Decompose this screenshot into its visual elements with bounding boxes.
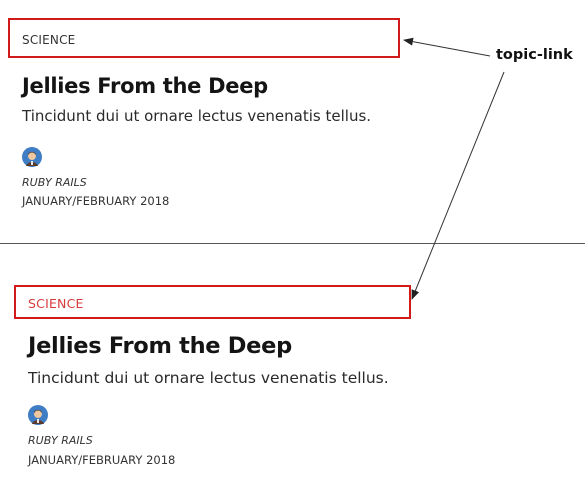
topic-link-highlight-box: [14, 285, 411, 319]
author-avatar-icon: [28, 405, 48, 429]
arrow-to-top-box: [403, 37, 491, 57]
annotation-label: topic-link: [496, 47, 573, 63]
author-name[interactable]: RUBY RAILS: [28, 434, 93, 447]
arrow-to-bottom-box: [411, 71, 505, 300]
author-avatar-icon: [22, 147, 42, 171]
article-card-hover: SCIENCE Jellies From the Deep Tincidunt …: [0, 245, 585, 485]
author-name[interactable]: RUBY RAILS: [22, 176, 87, 189]
article-subtitle: Tincidunt dui ut ornare lectus venenatis…: [22, 107, 372, 125]
section-divider: [0, 243, 585, 244]
topic-link[interactable]: SCIENCE: [28, 296, 84, 311]
article-subtitle: Tincidunt dui ut ornare lectus venenatis…: [28, 369, 389, 387]
topic-link-highlight-box: [8, 18, 400, 58]
issue-date: JANUARY/FEBRUARY 2018: [28, 453, 176, 467]
issue-date: JANUARY/FEBRUARY 2018: [22, 194, 170, 208]
article-card-default: SCIENCE Jellies From the Deep Tincidunt …: [0, 0, 585, 240]
article-title[interactable]: Jellies From the Deep: [28, 333, 292, 359]
article-title[interactable]: Jellies From the Deep: [22, 74, 268, 98]
topic-link[interactable]: SCIENCE: [22, 33, 76, 47]
